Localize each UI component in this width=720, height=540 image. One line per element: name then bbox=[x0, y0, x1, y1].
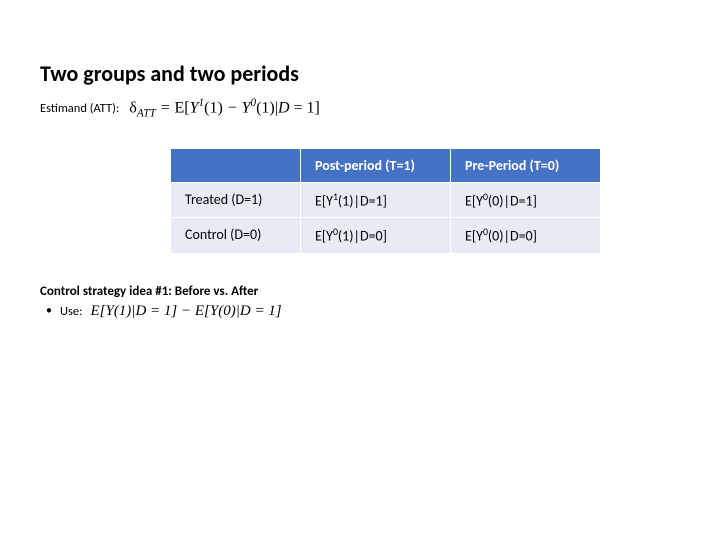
table-corner bbox=[171, 148, 301, 182]
table-row-label: Treated (D=1) bbox=[171, 182, 301, 218]
table-cell: E[Y0(0)|D=0] bbox=[451, 218, 601, 254]
bullet-icon: • bbox=[46, 305, 52, 317]
estimand-formula: δATT = E[Y1(1) − Y0(1)|D = 1] bbox=[129, 97, 320, 120]
table-cell: E[Y0(1)|D=0] bbox=[301, 218, 451, 254]
bullet-label: Use: bbox=[60, 304, 82, 319]
table-col-header: Pre-Period (T=0) bbox=[451, 148, 601, 182]
table-cell: E[Y1(1)|D=1] bbox=[301, 182, 451, 218]
slide: Two groups and two periods Estimand (ATT… bbox=[0, 0, 720, 540]
estimand-label: Estimand (ATT): bbox=[40, 101, 119, 116]
slide-title: Two groups and two periods bbox=[40, 60, 680, 87]
table-cell: E[Y0(0)|D=1] bbox=[451, 182, 601, 218]
table-row: Treated (D=1) E[Y1(1)|D=1] E[Y0(0)|D=1] bbox=[171, 182, 601, 218]
estimand-row: Estimand (ATT): δATT = E[Y1(1) − Y0(1)|D… bbox=[40, 97, 680, 120]
strategy-bullet: • Use: E[Y(1)|D = 1] − E[Y(0)|D = 1] bbox=[40, 303, 680, 320]
table-row: Control (D=0) E[Y0(1)|D=0] E[Y0(0)|D=0] bbox=[171, 218, 601, 254]
strategy-heading: Control strategy idea #1: Before vs. Aft… bbox=[40, 284, 680, 299]
two-by-two-table: Post-period (T=1) Pre-Period (T=0) Treat… bbox=[170, 148, 601, 254]
table-row-label: Control (D=0) bbox=[171, 218, 301, 254]
table-col-header: Post-period (T=1) bbox=[301, 148, 451, 182]
bullet-formula: E[Y(1)|D = 1] − E[Y(0)|D = 1] bbox=[90, 303, 281, 320]
table-header-row: Post-period (T=1) Pre-Period (T=0) bbox=[171, 148, 601, 182]
